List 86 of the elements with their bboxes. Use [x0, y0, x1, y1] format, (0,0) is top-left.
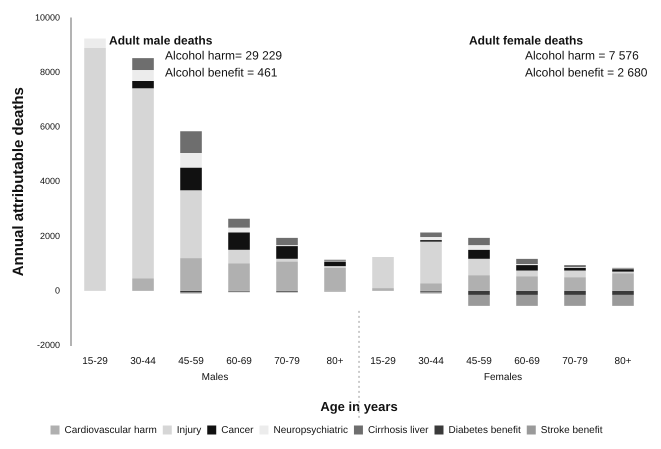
bar	[516, 270, 538, 276]
bar	[468, 250, 490, 259]
bar	[420, 237, 442, 240]
x-tick-label: 15-29	[370, 356, 396, 368]
annotation: Alcohol benefit = 461	[165, 65, 278, 80]
x-tick-label: 45-59	[466, 356, 492, 368]
y-tick-label: 2000	[40, 230, 60, 241]
x-axis-title: Age in years	[320, 398, 398, 414]
bar	[228, 264, 250, 291]
bar	[372, 288, 394, 291]
annotation: Alcohol harm= 29 229	[165, 48, 282, 62]
bar	[516, 258, 538, 264]
bar	[132, 88, 154, 279]
annotation: Alcohol harm = 7 576	[525, 48, 640, 62]
bar	[468, 275, 490, 291]
bar	[276, 238, 298, 246]
bar	[228, 232, 250, 250]
bar	[564, 270, 586, 278]
bar	[516, 265, 538, 271]
x-tick-label: 15-29	[82, 356, 108, 368]
bar	[516, 294, 538, 306]
bar	[516, 290, 538, 295]
bar	[276, 246, 298, 259]
bar	[132, 70, 154, 82]
text: Females	[484, 372, 522, 384]
x-tick-label: 60-69	[514, 356, 540, 368]
x-tick-label: 30-44	[418, 356, 444, 368]
y-tick-label: 10000	[34, 12, 60, 22]
x-tick-label: 60-69	[226, 356, 252, 368]
annotation: Adult male deaths	[109, 33, 213, 48]
bar	[180, 131, 202, 154]
y-tick-label: 8000	[40, 67, 60, 78]
bar	[276, 262, 298, 291]
bar	[612, 273, 634, 291]
bar	[132, 58, 154, 70]
x-tick-label: 70-79	[562, 356, 588, 368]
bar	[468, 290, 490, 295]
legend-label: Diabetes benefit	[448, 424, 521, 436]
bar	[324, 262, 346, 266]
bar	[564, 268, 586, 271]
annotation: Alcohol benefit = 2 680	[525, 65, 648, 80]
bar	[228, 218, 250, 228]
bar	[180, 168, 202, 190]
bar	[516, 276, 538, 291]
bar	[564, 277, 586, 291]
text: Males	[202, 372, 228, 384]
x-tick-label: 80+	[614, 356, 632, 368]
bar	[132, 278, 154, 291]
bar	[564, 294, 586, 306]
x-tick-label: 70-79	[274, 356, 300, 368]
x-tick-label: 45-59	[178, 356, 204, 368]
x-tick-label: 80+	[326, 356, 344, 368]
bar	[228, 228, 250, 232]
bar	[324, 268, 346, 291]
bar	[84, 48, 106, 291]
bar	[180, 153, 202, 168]
bar	[276, 258, 298, 262]
legend-label: Injury	[176, 424, 202, 436]
bar	[84, 38, 106, 48]
bar	[468, 258, 490, 276]
bar	[180, 258, 202, 291]
bar	[420, 242, 442, 284]
bar	[228, 250, 250, 264]
bar	[564, 290, 586, 295]
legend-label: Cancer	[221, 424, 254, 436]
bar	[612, 294, 634, 306]
bar	[180, 190, 202, 258]
legend-label: Stroke benefit	[540, 424, 603, 436]
bar	[372, 257, 394, 288]
y-tick-label: 0	[55, 285, 60, 296]
y-tick-label: -2000	[36, 340, 60, 350]
x-tick-label: 30-44	[130, 356, 156, 368]
legend-label: Cirrhosis liver	[368, 424, 430, 436]
bar	[420, 283, 442, 291]
bar	[468, 238, 490, 246]
y-tick-label: 4000	[40, 176, 60, 186]
bar	[468, 245, 490, 250]
annotation: Adult female deaths	[469, 33, 584, 48]
y-tick-label: 6000	[40, 122, 60, 132]
legend-label: Neuropsychiatric	[273, 424, 348, 436]
bar	[420, 232, 442, 238]
bar	[612, 290, 634, 295]
y-axis-title: Annual attributable deaths	[10, 87, 28, 276]
legend-label: Cardiovascular harm	[64, 424, 157, 436]
bar	[468, 294, 490, 306]
bar	[132, 81, 154, 88]
